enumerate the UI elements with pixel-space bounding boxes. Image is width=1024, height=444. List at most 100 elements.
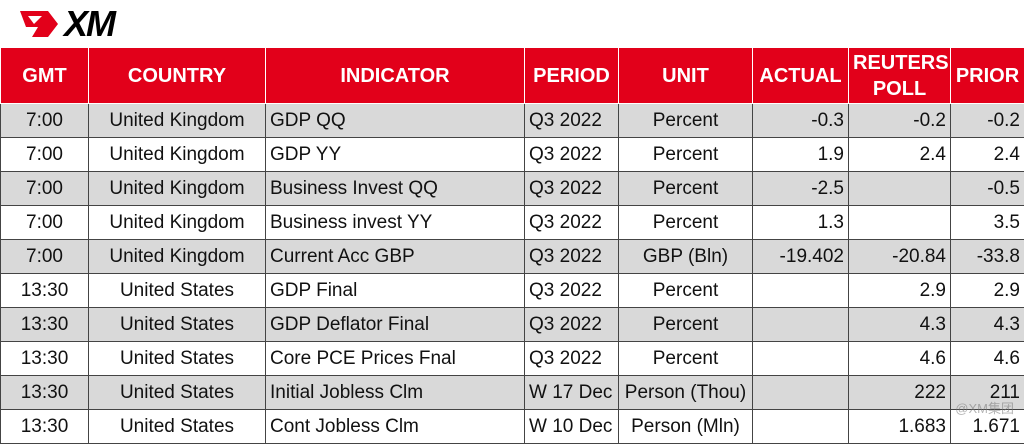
table-cell: 2.4 bbox=[848, 137, 951, 172]
table-cell: United Kingdom bbox=[88, 239, 266, 274]
table-cell: 1.683 bbox=[848, 409, 951, 444]
table-cell: Person (Mln) bbox=[618, 409, 753, 444]
table-cell: -0.2 bbox=[950, 103, 1024, 138]
table-cell: Q3 2022 bbox=[524, 137, 619, 172]
table-cell: -0.5 bbox=[950, 171, 1024, 206]
table-cell: Person (Thou) bbox=[618, 375, 753, 410]
table-row: 13:30 United States Initial Jobless Clm W 1… bbox=[0, 375, 1024, 410]
table-cell: Q3 2022 bbox=[524, 205, 619, 240]
table-cell: GBP (Bln) bbox=[618, 239, 753, 274]
table-cell: 7:00 bbox=[0, 103, 89, 138]
header-cell: COUNTRY bbox=[88, 47, 266, 104]
header-cell: UNIT bbox=[618, 47, 753, 104]
table-cell: Percent bbox=[618, 171, 753, 206]
table-cell: 7:00 bbox=[0, 171, 89, 206]
table-cell: Q3 2022 bbox=[524, 341, 619, 376]
table-cell: 4.6 bbox=[950, 341, 1024, 376]
table-cell: Percent bbox=[618, 137, 753, 172]
table-row: 7:00 United Kingdom Current Acc GBP Q3 2022… bbox=[0, 239, 1024, 274]
table-cell: United Kingdom bbox=[88, 205, 266, 240]
table-cell bbox=[752, 409, 849, 444]
table-cell: Percent bbox=[618, 307, 753, 342]
table-cell: Q3 2022 bbox=[524, 103, 619, 138]
table-cell: United States bbox=[88, 273, 266, 308]
table-cell: 7:00 bbox=[0, 205, 89, 240]
table-cell: -0.2 bbox=[848, 103, 951, 138]
table-cell: 13:30 bbox=[0, 375, 89, 410]
table-cell bbox=[848, 205, 951, 240]
logo: XM bbox=[18, 3, 116, 44]
table-cell: 13:30 bbox=[0, 409, 89, 444]
table-cell: United Kingdom bbox=[88, 171, 266, 206]
table-row: 7:00 United Kingdom Business invest YY Q3 2… bbox=[0, 205, 1024, 240]
table-cell: 211 bbox=[950, 375, 1024, 410]
table-row: 13:30 United States GDP Deflator Final Q3 2… bbox=[0, 307, 1024, 342]
table-row: 13:30 United States Core PCE Prices Fnal Q3… bbox=[0, 341, 1024, 376]
table-cell: 13:30 bbox=[0, 273, 89, 308]
table-cell: 4.3 bbox=[848, 307, 951, 342]
table-cell: Business Invest QQ bbox=[265, 171, 525, 206]
table-cell: United States bbox=[88, 341, 266, 376]
table-cell: 2.9 bbox=[848, 273, 951, 308]
table-cell: United Kingdom bbox=[88, 103, 266, 138]
table-cell: GDP Deflator Final bbox=[265, 307, 525, 342]
table-cell bbox=[752, 341, 849, 376]
table-cell: 7:00 bbox=[0, 137, 89, 172]
table-cell: 3.5 bbox=[950, 205, 1024, 240]
table-cell: -2.5 bbox=[752, 171, 849, 206]
table-cell: Q3 2022 bbox=[524, 239, 619, 274]
table-cell: Initial Jobless Clm bbox=[265, 375, 525, 410]
table-cell bbox=[752, 307, 849, 342]
header-cell: GMT bbox=[0, 47, 89, 104]
table-cell: 2.4 bbox=[950, 137, 1024, 172]
table-cell: Q3 2022 bbox=[524, 307, 619, 342]
table-cell: 1.9 bbox=[752, 137, 849, 172]
table-cell: Percent bbox=[618, 205, 753, 240]
table-cell: 4.3 bbox=[950, 307, 1024, 342]
logo-text: XM bbox=[64, 3, 116, 44]
table-row: 13:30 United States Cont Jobless Clm W 10 D… bbox=[0, 409, 1024, 444]
table-cell: Percent bbox=[618, 341, 753, 376]
table-cell: 13:30 bbox=[0, 341, 89, 376]
table-cell: Percent bbox=[618, 103, 753, 138]
header-cell: PRIOR bbox=[950, 47, 1024, 104]
table-cell: W 10 Dec bbox=[524, 409, 619, 444]
table-cell: 7:00 bbox=[0, 239, 89, 274]
table-cell: -33.8 bbox=[950, 239, 1024, 274]
table-cell: 1.3 bbox=[752, 205, 849, 240]
table-cell: -19.402 bbox=[752, 239, 849, 274]
table-cell: -20.84 bbox=[848, 239, 951, 274]
logo-icon bbox=[20, 11, 58, 37]
table-cell bbox=[752, 375, 849, 410]
table-cell: GDP YY bbox=[265, 137, 525, 172]
header-cell: ACTUAL bbox=[752, 47, 849, 104]
table-row: 7:00 United Kingdom GDP YY Q3 2022 Percent 1.… bbox=[0, 137, 1024, 172]
table-cell: Cont Jobless Clm bbox=[265, 409, 525, 444]
table-cell: 13:30 bbox=[0, 307, 89, 342]
table-cell: Current Acc GBP bbox=[265, 239, 525, 274]
table-cell bbox=[752, 273, 849, 308]
header-row: GMT COUNTRY INDICATOR PERIOD UNIT ACTUAL REUTE… bbox=[0, 47, 1024, 104]
table-cell: 2.9 bbox=[950, 273, 1024, 308]
table-body: 7:00 United Kingdom GDP QQ Q3 2022 Percent -0… bbox=[0, 103, 1024, 444]
table-cell: -0.3 bbox=[752, 103, 849, 138]
table-cell: United States bbox=[88, 409, 266, 444]
table-cell: United States bbox=[88, 307, 266, 342]
table-cell: GDP QQ bbox=[265, 103, 525, 138]
table-row: 7:00 United Kingdom Business Invest QQ Q3 2… bbox=[0, 171, 1024, 206]
table-cell: United Kingdom bbox=[88, 137, 266, 172]
table-cell: W 17 Dec bbox=[524, 375, 619, 410]
table-row: 7:00 United Kingdom GDP QQ Q3 2022 Percent -0… bbox=[0, 103, 1024, 138]
table-row: 13:30 United States GDP Final Q3 2022 Percen… bbox=[0, 273, 1024, 308]
table-cell: United States bbox=[88, 375, 266, 410]
table-cell: 4.6 bbox=[848, 341, 951, 376]
watermark: @XM集团 bbox=[955, 401, 1014, 416]
table-cell: Percent bbox=[618, 273, 753, 308]
table-cell: Core PCE Prices Fnal bbox=[265, 341, 525, 376]
header-cell: PERIOD bbox=[524, 47, 619, 104]
table-cell: Q3 2022 bbox=[524, 273, 619, 308]
header-cell: REUTERS POLL bbox=[848, 47, 951, 104]
table-cell: 222 bbox=[848, 375, 951, 410]
table-cell: Business invest YY bbox=[265, 205, 525, 240]
